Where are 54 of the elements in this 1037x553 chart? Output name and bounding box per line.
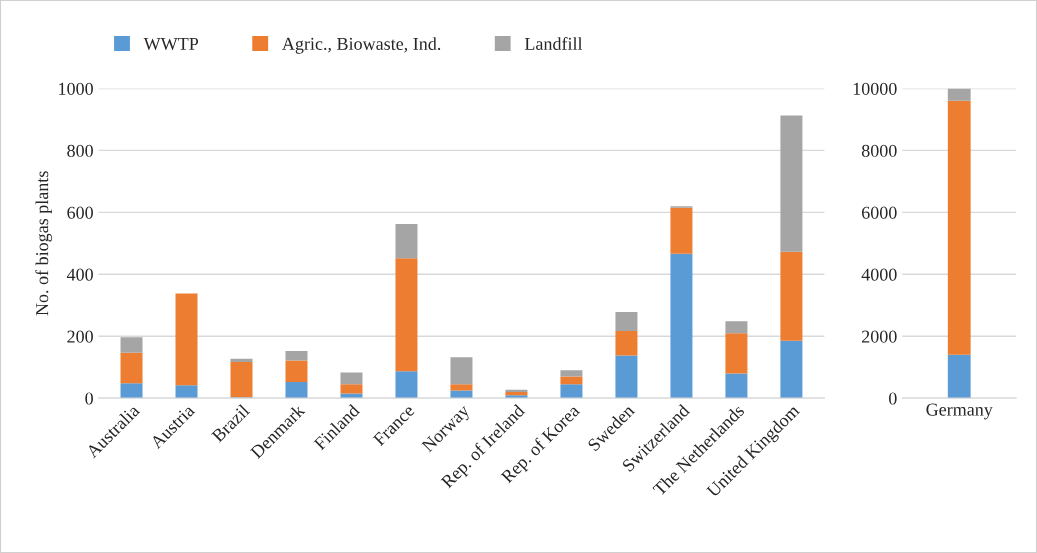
bar xyxy=(395,258,418,372)
y-tick-label: 600 xyxy=(67,206,93,219)
bar xyxy=(615,312,638,331)
y-tick-label: 400 xyxy=(66,268,93,281)
bar xyxy=(670,253,693,399)
bar xyxy=(505,395,528,399)
bar xyxy=(175,293,198,386)
bar xyxy=(780,340,803,399)
bar xyxy=(120,383,143,399)
bar xyxy=(450,390,473,399)
legend-label: Agric., Biowaste, Ind. xyxy=(282,37,441,54)
y-tick-label: 4000 xyxy=(861,268,897,281)
bar xyxy=(230,358,253,362)
bar xyxy=(947,88,971,101)
y-tick-label: 8000 xyxy=(861,144,897,157)
y-tick-label: 1000 xyxy=(59,82,93,95)
bar xyxy=(725,333,748,374)
bar xyxy=(450,384,473,391)
bar xyxy=(505,389,528,392)
y-tick-label: 200 xyxy=(67,330,93,343)
bar xyxy=(285,382,308,399)
bar xyxy=(947,354,971,399)
bar xyxy=(340,384,363,394)
y-tick-label: 0 xyxy=(85,392,93,405)
y-tick-label: 6000 xyxy=(861,206,897,219)
legend-label: WWTP xyxy=(143,37,199,51)
y-tick-label: 0 xyxy=(888,392,897,405)
bar xyxy=(230,361,253,398)
bar xyxy=(450,357,473,385)
bar xyxy=(947,100,971,355)
bar xyxy=(395,371,418,399)
y-tick-label: 10000 xyxy=(853,82,897,95)
y-tick-label: 2000 xyxy=(862,330,897,343)
bar xyxy=(285,351,308,361)
bar xyxy=(395,224,418,259)
bar xyxy=(560,384,583,399)
bar xyxy=(780,115,803,252)
bar xyxy=(615,330,638,356)
bar xyxy=(285,360,308,383)
bar xyxy=(560,376,583,385)
bar xyxy=(340,372,363,385)
bar xyxy=(560,370,583,377)
bar xyxy=(780,251,803,341)
bar xyxy=(615,355,638,399)
bar xyxy=(120,337,143,353)
legend-label: Landfill xyxy=(524,37,583,50)
bar xyxy=(670,207,693,254)
bar xyxy=(120,352,143,384)
bar xyxy=(175,385,198,399)
x-tick-label: Germany xyxy=(926,403,993,420)
y-axis-title: No. of biogas plants xyxy=(35,171,52,316)
y-tick-label: 800 xyxy=(67,144,93,157)
bar xyxy=(725,373,748,399)
bar xyxy=(725,321,748,334)
